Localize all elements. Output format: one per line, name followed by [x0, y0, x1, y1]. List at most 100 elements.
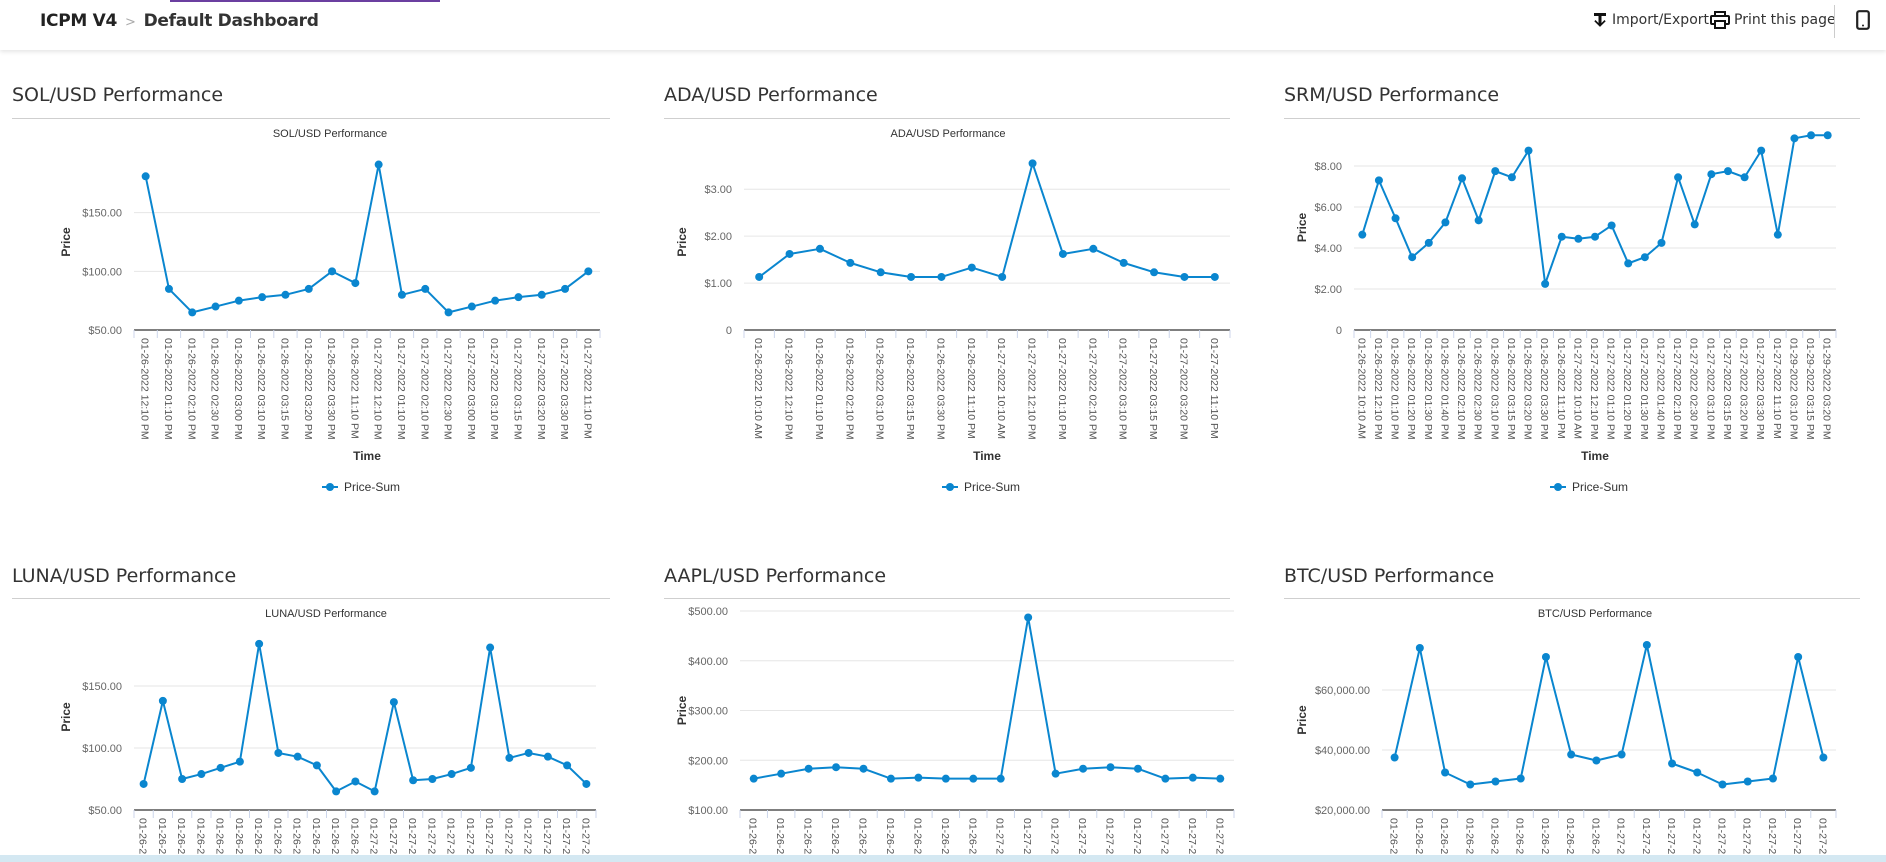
- data-point[interactable]: [255, 639, 264, 648]
- data-point[interactable]: [1592, 756, 1601, 765]
- data-point[interactable]: [1624, 259, 1633, 268]
- data-point[interactable]: [1516, 774, 1525, 783]
- data-point[interactable]: [1210, 272, 1219, 281]
- data-point[interactable]: [139, 779, 148, 788]
- data-point[interactable]: [1358, 230, 1367, 239]
- data-point[interactable]: [1541, 279, 1550, 288]
- data-point[interactable]: [1657, 238, 1666, 247]
- data-point[interactable]: [351, 279, 360, 288]
- data-point[interactable]: [1723, 167, 1732, 176]
- data-point[interactable]: [514, 293, 523, 302]
- data-point[interactable]: [389, 698, 398, 707]
- breadcrumb-app[interactable]: ICPM V4: [40, 11, 117, 31]
- data-point[interactable]: [1757, 146, 1766, 155]
- data-point[interactable]: [859, 764, 868, 773]
- data-point[interactable]: [832, 763, 841, 772]
- data-point[interactable]: [1188, 773, 1197, 782]
- data-point[interactable]: [1642, 641, 1651, 649]
- data-point[interactable]: [211, 302, 220, 311]
- legend-item-price-sum[interactable]: Price-Sum: [1572, 480, 1628, 494]
- data-point[interactable]: [1079, 764, 1088, 773]
- data-point[interactable]: [1390, 753, 1399, 762]
- data-point[interactable]: [1707, 170, 1716, 179]
- data-point[interactable]: [1617, 750, 1626, 759]
- data-point[interactable]: [444, 308, 453, 317]
- data-point[interactable]: [1491, 167, 1500, 176]
- data-point[interactable]: [804, 764, 813, 773]
- data-point[interactable]: [1674, 173, 1683, 182]
- data-point[interactable]: [467, 302, 476, 311]
- data-point[interactable]: [561, 284, 570, 293]
- data-point[interactable]: [258, 293, 267, 302]
- data-point[interactable]: [1574, 234, 1583, 243]
- data-point[interactable]: [1794, 653, 1803, 661]
- data-point[interactable]: [421, 284, 430, 293]
- data-point[interactable]: [178, 775, 187, 783]
- data-point[interactable]: [582, 779, 591, 788]
- data-point[interactable]: [876, 268, 885, 277]
- data-point[interactable]: [543, 752, 552, 761]
- data-point[interactable]: [409, 776, 418, 785]
- data-point[interactable]: [1133, 764, 1142, 773]
- data-point[interactable]: [397, 290, 406, 299]
- data-point[interactable]: [846, 258, 855, 267]
- mobile-view-button[interactable]: [1856, 10, 1870, 30]
- data-point[interactable]: [370, 787, 379, 796]
- data-point[interactable]: [1024, 613, 1033, 622]
- data-point[interactable]: [749, 774, 758, 783]
- data-point[interactable]: [1441, 218, 1450, 227]
- data-point[interactable]: [967, 263, 976, 272]
- data-point[interactable]: [815, 244, 824, 253]
- data-point[interactable]: [1790, 134, 1799, 143]
- data-point[interactable]: [1458, 174, 1467, 183]
- data-point[interactable]: [1567, 750, 1576, 759]
- data-point[interactable]: [1823, 131, 1832, 140]
- data-point[interactable]: [281, 290, 290, 299]
- data-point[interactable]: [1591, 232, 1599, 241]
- import-export-button[interactable]: Import/Export: [1592, 11, 1709, 29]
- data-point[interactable]: [1690, 220, 1699, 229]
- legend-item-price-sum[interactable]: Price-Sum: [344, 480, 400, 494]
- data-point[interactable]: [1466, 780, 1475, 789]
- data-point[interactable]: [1161, 774, 1170, 783]
- data-point[interactable]: [886, 774, 895, 783]
- data-point[interactable]: [235, 757, 244, 766]
- data-point[interactable]: [1051, 769, 1060, 778]
- data-point[interactable]: [328, 267, 337, 276]
- data-point[interactable]: [777, 769, 786, 778]
- data-point[interactable]: [1557, 232, 1566, 241]
- data-point[interactable]: [428, 775, 437, 783]
- data-point[interactable]: [158, 696, 167, 705]
- data-point[interactable]: [274, 748, 283, 757]
- data-point[interactable]: [1180, 272, 1189, 281]
- data-point[interactable]: [164, 284, 173, 293]
- data-point[interactable]: [1743, 777, 1752, 786]
- data-point[interactable]: [1740, 173, 1749, 182]
- data-point[interactable]: [505, 753, 514, 762]
- data-point[interactable]: [491, 296, 500, 305]
- data-point[interactable]: [785, 249, 794, 258]
- data-point[interactable]: [563, 761, 572, 770]
- data-point[interactable]: [1058, 249, 1067, 258]
- data-point[interactable]: [755, 272, 764, 281]
- data-point[interactable]: [1640, 253, 1649, 262]
- data-point[interactable]: [216, 763, 225, 772]
- data-point[interactable]: [1773, 230, 1782, 239]
- data-point[interactable]: [1507, 173, 1516, 182]
- data-point[interactable]: [466, 763, 475, 772]
- data-point[interactable]: [293, 752, 302, 761]
- data-point[interactable]: [1807, 131, 1816, 140]
- data-point[interactable]: [1106, 763, 1115, 772]
- data-point[interactable]: [1408, 253, 1417, 262]
- data-point[interactable]: [374, 160, 383, 169]
- data-point[interactable]: [537, 290, 546, 299]
- print-button[interactable]: Print this page: [1710, 11, 1836, 29]
- data-point[interactable]: [304, 284, 313, 293]
- data-point[interactable]: [1693, 768, 1702, 777]
- data-point[interactable]: [188, 308, 197, 317]
- data-point[interactable]: [1089, 244, 1098, 253]
- data-point[interactable]: [234, 296, 243, 305]
- data-point[interactable]: [197, 770, 206, 779]
- data-point[interactable]: [1374, 176, 1383, 185]
- data-point[interactable]: [1441, 768, 1450, 777]
